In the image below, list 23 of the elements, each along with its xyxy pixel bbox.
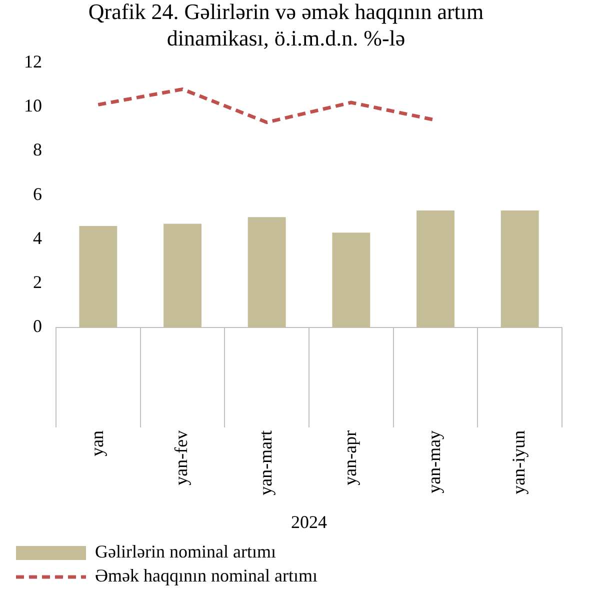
y-tick-label: 8 — [33, 140, 42, 160]
bar — [164, 224, 202, 328]
x-tick-label: yan-fev — [171, 430, 192, 486]
x-tick-label: yan-may — [424, 430, 444, 494]
x-tick-label: yan-apr — [340, 430, 360, 486]
y-tick-label: 10 — [24, 96, 42, 116]
bar — [332, 232, 370, 328]
bar — [79, 226, 118, 328]
legend-label: Gəlirlərin nominal artımı — [95, 542, 276, 562]
x-tick-label: yan-iyun — [508, 430, 529, 494]
bar — [500, 210, 539, 328]
y-tick-label: 0 — [33, 316, 42, 336]
x-tick-label: yan-mart — [256, 430, 276, 496]
bar — [248, 217, 286, 328]
legend-label: Əmək haqqının nominal artımı — [95, 566, 318, 586]
chart-title: Qrafik 24. Gəlirlərin və əmək haqqının artım dinamikası, ö.i.m.d.n. %-lə — [88, 0, 484, 50]
y-tick-label: 2 — [33, 272, 42, 292]
y-tick-label: 12 — [24, 52, 42, 72]
x-axis-title: 2024 — [291, 512, 327, 532]
y-tick-label: 6 — [33, 184, 42, 204]
x-tick-label: yan — [86, 430, 107, 456]
bar — [416, 210, 454, 328]
y-tick-label: 4 — [33, 228, 42, 248]
